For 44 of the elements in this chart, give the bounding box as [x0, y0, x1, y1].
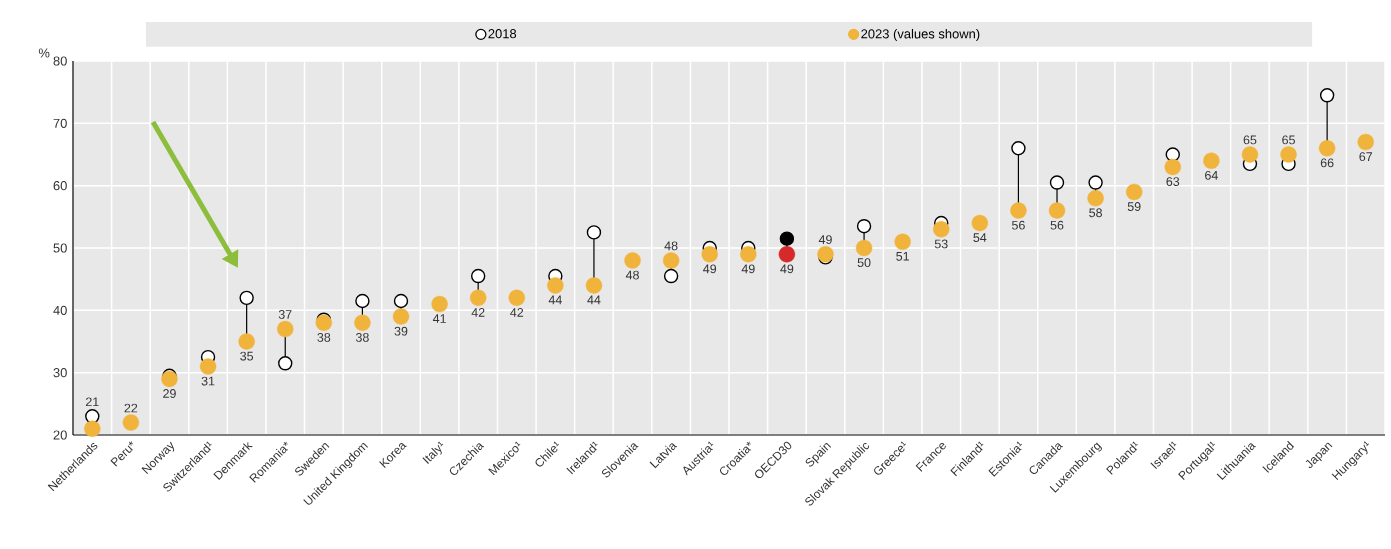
data-label: 49 [818, 235, 832, 245]
y-tick-label: 60 [53, 181, 67, 191]
data-label: 49 [703, 264, 717, 274]
data-label: 51 [896, 251, 909, 261]
y-tick-label: 40 [53, 305, 67, 315]
legend-label: 2018 [488, 29, 517, 39]
data-label: 65 [1282, 135, 1295, 145]
y-tick-label: 50 [53, 243, 67, 253]
y-tick-label: 30 [53, 368, 67, 378]
data-label: 38 [317, 333, 331, 342]
data-label: 37 [278, 310, 292, 319]
y-tick-label: 80 [53, 56, 67, 66]
data-label: 39 [394, 326, 408, 336]
data-label: 42 [510, 308, 524, 317]
data-label: 56 [1012, 220, 1025, 230]
data-label: 49 [741, 264, 755, 274]
data-label: 29 [163, 389, 176, 398]
legend-label: 2023 (values shown) [861, 28, 980, 41]
data-label: 44 [587, 295, 601, 305]
data-label: 58 [1089, 208, 1102, 218]
y-tick-label: 70 [53, 118, 67, 128]
data-label: 42 [471, 308, 485, 317]
data-label: 38 [355, 333, 369, 342]
data-label: 35 [240, 351, 254, 361]
data-label: 48 [664, 241, 678, 251]
data-label: 64 [1205, 170, 1218, 180]
data-label: 59 [1127, 202, 1141, 211]
data-label: 31 [201, 376, 215, 386]
data-label: 48 [625, 270, 639, 280]
y-tick-label: 20 [53, 430, 67, 440]
data-label: 66 [1320, 158, 1334, 168]
y-axis-title: % [38, 48, 50, 58]
data-label: 50 [857, 258, 871, 268]
data-label: 53 [934, 239, 948, 249]
data-label: 41 [432, 314, 446, 323]
data-label: 65 [1243, 135, 1257, 145]
data-label: 54 [973, 233, 987, 242]
data-label: 21 [85, 397, 99, 407]
data-label: 22 [124, 403, 138, 413]
data-label: 63 [1166, 177, 1180, 186]
data-label: 67 [1359, 152, 1373, 162]
data-label: 44 [548, 295, 562, 305]
data-label: 49 [780, 264, 794, 274]
data-label: 56 [1050, 220, 1064, 230]
